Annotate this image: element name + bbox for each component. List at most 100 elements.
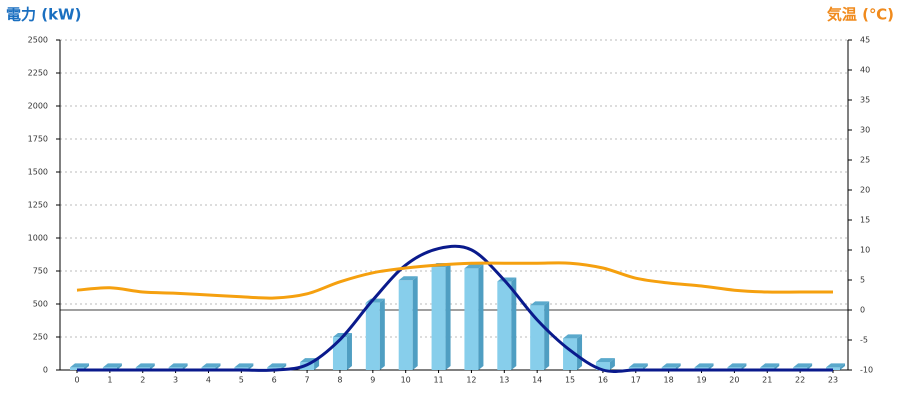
x-tick-label: 13 xyxy=(499,376,509,385)
bar-side xyxy=(774,363,780,370)
bar-side xyxy=(182,363,188,370)
x-tick-label: 15 xyxy=(565,376,575,385)
bar-top xyxy=(760,363,780,368)
bar-top xyxy=(826,363,845,368)
y2-tick-label: 20 xyxy=(860,186,870,195)
bar-top xyxy=(595,358,615,363)
bar-side xyxy=(215,363,221,370)
bar-top xyxy=(168,363,188,368)
bar-top xyxy=(530,301,550,306)
bar-side xyxy=(248,363,254,370)
x-tick-label: 23 xyxy=(828,376,838,385)
y-tick-label: 500 xyxy=(33,300,48,309)
x-tick-label: 22 xyxy=(795,376,805,385)
y2-tick-label: -5 xyxy=(860,336,868,345)
bar-side xyxy=(609,358,615,370)
y-tick-label: 1750 xyxy=(28,135,48,144)
bar-side xyxy=(84,363,89,370)
y-tick-label: 1250 xyxy=(28,201,48,210)
bar xyxy=(332,337,347,370)
y-tick-label: 1500 xyxy=(28,168,48,177)
bar-top xyxy=(102,363,122,368)
bar-side xyxy=(807,363,813,370)
bar-side xyxy=(149,363,155,370)
bar-side xyxy=(577,334,583,370)
y-tick-label: 2500 xyxy=(28,36,48,45)
x-tick-label: 2 xyxy=(140,376,145,385)
bar-side xyxy=(544,301,550,370)
x-tick-label: 19 xyxy=(696,376,706,385)
x-tick-label: 4 xyxy=(206,376,211,385)
bar-top xyxy=(661,363,681,368)
x-tick-label: 5 xyxy=(239,376,244,385)
bar-top xyxy=(201,363,221,368)
bar-side xyxy=(116,363,122,370)
bar xyxy=(595,362,610,370)
bar-top xyxy=(464,264,484,269)
y2-tick-label: -10 xyxy=(860,366,873,375)
x-tick-label: 3 xyxy=(173,376,178,385)
y2-tick-label: 30 xyxy=(860,126,870,135)
bar xyxy=(497,281,512,370)
x-tick-label: 21 xyxy=(762,376,772,385)
y-tick-label: 1000 xyxy=(28,234,48,243)
y-tick-label: 2250 xyxy=(28,69,48,78)
y2-tick-label: 5 xyxy=(860,276,865,285)
bar-top xyxy=(398,276,418,281)
y2-tick-label: 25 xyxy=(860,156,870,165)
bar-top xyxy=(694,363,714,368)
bar-side xyxy=(346,333,352,370)
y2-tick-label: 15 xyxy=(860,216,870,225)
y2-tick-label: 40 xyxy=(860,66,870,75)
bar-side xyxy=(445,263,451,370)
x-tick-label: 1 xyxy=(107,376,112,385)
x-tick-label: 16 xyxy=(598,376,608,385)
bar-top xyxy=(628,363,648,368)
y-tick-label: 2000 xyxy=(28,102,48,111)
x-tick-label: 20 xyxy=(729,376,739,385)
x-tick-label: 8 xyxy=(337,376,342,385)
y-tick-label: 0 xyxy=(43,366,48,375)
bar-top xyxy=(727,363,747,368)
bar xyxy=(365,302,380,370)
right-axis-title: 気温 (℃) xyxy=(827,6,894,24)
x-tick-label: 0 xyxy=(74,376,79,385)
bar-top xyxy=(234,363,254,368)
bar-top xyxy=(70,363,89,368)
x-tick-label: 17 xyxy=(631,376,641,385)
bar-side xyxy=(379,298,385,370)
bar-side xyxy=(741,363,747,370)
y-tick-label: 750 xyxy=(33,267,48,276)
temperature-line xyxy=(76,261,833,300)
bar-top xyxy=(267,363,287,368)
y2-tick-label: 10 xyxy=(860,246,870,255)
x-tick-label: 14 xyxy=(532,376,542,385)
bar-side xyxy=(840,363,845,370)
y-tick-label: 250 xyxy=(33,333,48,342)
x-tick-label: 9 xyxy=(370,376,375,385)
bar-side xyxy=(642,363,648,370)
bar-top xyxy=(793,363,813,368)
x-tick-label: 18 xyxy=(664,376,674,385)
x-tick-label: 11 xyxy=(433,376,443,385)
left-axis-title: 電力 (kW) xyxy=(6,6,81,24)
bar-side xyxy=(314,358,320,370)
y2-tick-label: 45 xyxy=(860,36,870,45)
x-tick-label: 10 xyxy=(401,376,411,385)
bar-side xyxy=(675,363,681,370)
y2-tick-label: 35 xyxy=(860,96,870,105)
power-line xyxy=(76,244,833,373)
bar xyxy=(398,280,413,370)
x-tick-label: 12 xyxy=(466,376,476,385)
bar xyxy=(431,267,446,370)
bar-side xyxy=(478,264,484,370)
y2-tick-label: 0 xyxy=(860,306,865,315)
bar-side xyxy=(412,276,418,370)
x-tick-label: 6 xyxy=(272,376,277,385)
bar-top xyxy=(135,363,155,368)
bar-top xyxy=(563,334,583,339)
bar-side xyxy=(708,363,714,370)
x-tick-label: 7 xyxy=(305,376,310,385)
bar xyxy=(464,268,479,370)
